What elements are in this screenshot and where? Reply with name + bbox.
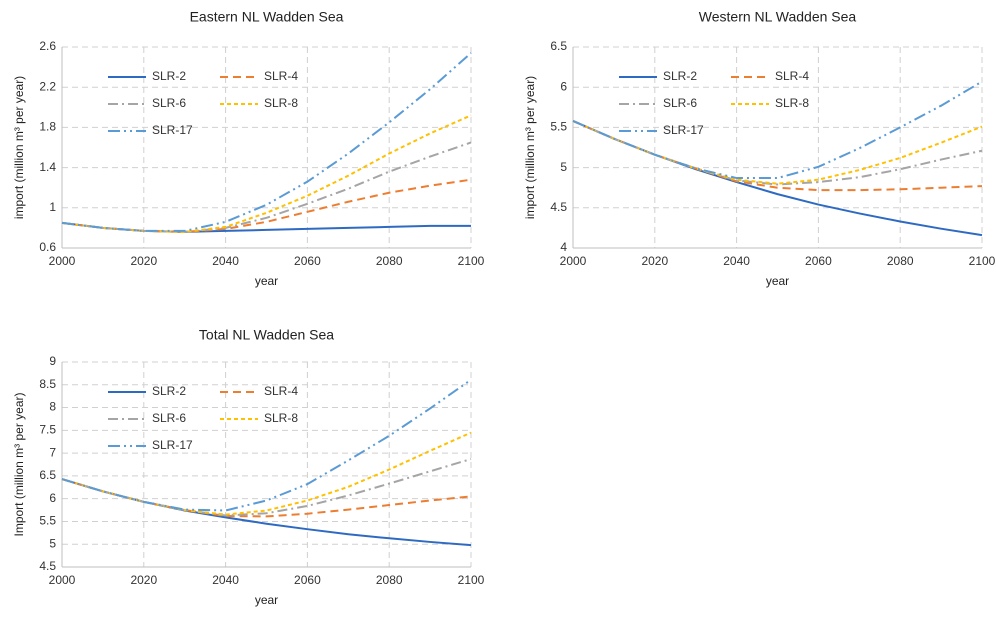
- x-tick-label: 2080: [887, 254, 914, 268]
- x-tick-label: 2020: [130, 573, 157, 587]
- x-tick-label: 2020: [641, 254, 668, 268]
- chart-title: Western NL Wadden Sea: [699, 9, 857, 25]
- chart-panel: Western NL Wadden Sea 4 4.5 5 5.5 6 6.5 2000 202…: [523, 9, 995, 288]
- series-line: [61, 378, 472, 512]
- x-tick-label: 2060: [294, 573, 321, 587]
- y-tick-label: 2.6: [39, 39, 56, 53]
- legend-label: SLR-8: [264, 96, 298, 110]
- legend-label: SLR-17: [152, 123, 193, 137]
- x-tick-label: 2040: [723, 254, 750, 268]
- x-tick-label: 2040: [212, 254, 239, 268]
- legend-label: SLR-17: [663, 123, 704, 137]
- y-tick-label: 0.6: [39, 240, 56, 254]
- y-tick-label: 5.5: [39, 514, 56, 528]
- y-tick-label: 6: [560, 79, 567, 93]
- chart-title: Total NL Wadden Sea: [199, 327, 334, 343]
- x-tick-label: 2060: [294, 254, 321, 268]
- x-tick-label: 2100: [969, 254, 996, 268]
- y-axis-label: import (million m³ per year): [523, 76, 537, 219]
- x-tick-label: 2040: [212, 573, 239, 587]
- series-line: [572, 80, 983, 180]
- series-line: [61, 114, 472, 233]
- series-line: [61, 458, 472, 517]
- legend-label: SLR-4: [775, 69, 809, 83]
- y-tick-label: 1: [49, 200, 56, 214]
- y-tick-label: 6: [49, 491, 56, 505]
- x-tick-label: 2000: [49, 254, 76, 268]
- x-tick-label: 2060: [805, 254, 832, 268]
- y-tick-label: 8: [49, 400, 56, 414]
- legend-label: SLR-2: [152, 69, 186, 83]
- legend-label: SLR-8: [264, 411, 298, 425]
- series-line: [61, 478, 472, 547]
- y-tick-label: 1.4: [39, 160, 56, 174]
- legend-label: SLR-2: [663, 69, 697, 83]
- y-tick-label: 7.5: [39, 423, 56, 437]
- y-tick-label: 6.5: [39, 468, 56, 482]
- y-axis-label: import (million m³ per year): [12, 76, 26, 219]
- y-tick-label: 9: [49, 354, 56, 368]
- legend-label: SLR-17: [152, 438, 193, 452]
- series-line: [572, 120, 983, 186]
- series-line: [61, 478, 472, 518]
- x-tick-label: 2000: [49, 573, 76, 587]
- x-tick-label: 2100: [458, 573, 485, 587]
- legend-label: SLR-6: [663, 96, 697, 110]
- series-line: [61, 178, 472, 233]
- x-axis-label: year: [255, 274, 278, 288]
- y-tick-label: 5: [560, 160, 567, 174]
- chart-title: Eastern NL Wadden Sea: [190, 9, 344, 25]
- chart-panel: Eastern NL Wadden Sea 0.6 1 1.4 1.8 2.2 2.6 200…: [12, 9, 484, 288]
- y-tick-label: 4: [560, 240, 567, 254]
- x-tick-label: 2020: [130, 254, 157, 268]
- legend-label: SLR-6: [152, 411, 186, 425]
- legend-label: SLR-2: [152, 384, 186, 398]
- y-tick-label: 4.5: [550, 200, 567, 214]
- y-tick-label: 5.5: [550, 120, 567, 134]
- x-tick-label: 2100: [458, 254, 485, 268]
- legend-label: SLR-8: [775, 96, 809, 110]
- legend-label: SLR-4: [264, 384, 298, 398]
- y-tick-label: 5: [49, 536, 56, 550]
- x-axis-label: year: [255, 593, 278, 607]
- y-tick-label: 6.5: [550, 39, 567, 53]
- chart-panel: Total NL Wadden Sea 4.5 5 5.5 6 6.5 7 7.5 8 8.5 9 2…: [12, 327, 484, 607]
- series-line: [572, 120, 983, 192]
- series-line: [572, 120, 983, 237]
- series-line: [572, 120, 983, 185]
- y-tick-label: 7: [49, 445, 56, 459]
- x-tick-label: 2080: [376, 573, 403, 587]
- series-line: [61, 141, 472, 233]
- series-line: [61, 221, 471, 233]
- y-tick-label: 2.2: [39, 79, 56, 93]
- y-tick-label: 8.5: [39, 377, 56, 391]
- legend-label: SLR-6: [152, 96, 186, 110]
- x-axis-label: year: [766, 274, 789, 288]
- y-tick-label: 4.5: [39, 559, 56, 573]
- y-tick-label: 1.8: [39, 120, 56, 134]
- series-line: [61, 52, 472, 232]
- y-axis-label: Import (million m³ per year): [12, 392, 26, 536]
- x-tick-label: 2000: [560, 254, 587, 268]
- x-tick-label: 2080: [376, 254, 403, 268]
- legend-label: SLR-4: [264, 69, 298, 83]
- series-line: [61, 431, 472, 516]
